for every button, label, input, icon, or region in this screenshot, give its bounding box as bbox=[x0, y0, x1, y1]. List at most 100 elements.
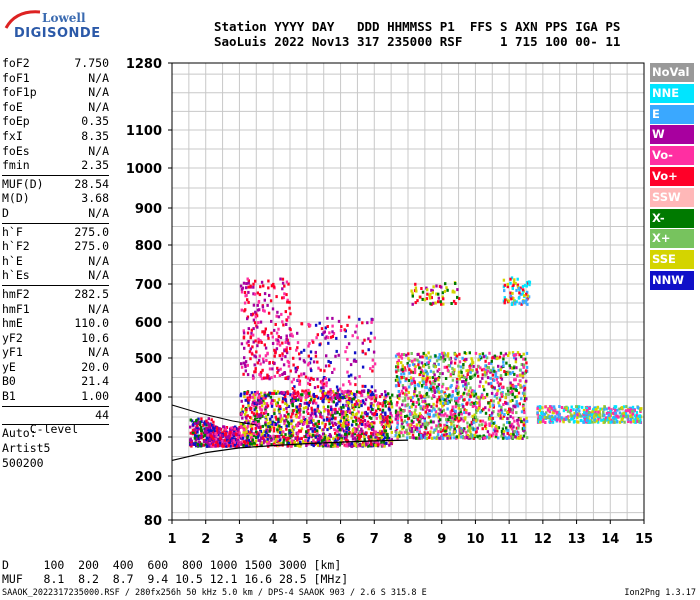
echo-point bbox=[316, 408, 319, 412]
echo-point bbox=[445, 365, 449, 369]
echo-point bbox=[349, 390, 352, 394]
echo-point bbox=[262, 357, 265, 361]
echo-point bbox=[290, 415, 293, 419]
echo-point bbox=[437, 362, 440, 366]
param-value: 10.6 bbox=[81, 330, 109, 345]
echo-point bbox=[488, 424, 491, 427]
echo-point bbox=[338, 442, 342, 446]
legend-item: NNE bbox=[650, 83, 694, 103]
echo-point bbox=[426, 288, 429, 292]
echo-point bbox=[356, 434, 359, 438]
echo-point bbox=[415, 426, 419, 430]
echo-point bbox=[208, 436, 211, 440]
echo-point bbox=[386, 415, 390, 419]
echo-point bbox=[358, 434, 361, 438]
echo-point bbox=[354, 405, 357, 408]
echo-point bbox=[281, 352, 284, 356]
echo-point bbox=[468, 425, 471, 429]
echo-point bbox=[371, 428, 375, 431]
param-name: h`E bbox=[2, 253, 23, 268]
param-row: MUF(D) 28.54 bbox=[2, 177, 109, 192]
echo-point bbox=[503, 370, 506, 373]
param-name: hmF2 bbox=[2, 286, 30, 301]
echo-point bbox=[463, 351, 466, 355]
echo-point bbox=[446, 387, 450, 391]
echo-point bbox=[554, 415, 557, 419]
echo-point bbox=[309, 350, 313, 354]
echo-point bbox=[482, 385, 485, 388]
echo-point bbox=[444, 398, 447, 402]
echo-point bbox=[426, 404, 429, 408]
echo-point bbox=[340, 437, 344, 440]
echo-point bbox=[233, 443, 237, 446]
echo-point bbox=[355, 324, 358, 328]
echo-point bbox=[287, 444, 290, 448]
echo-point bbox=[489, 376, 492, 380]
echo-point bbox=[595, 419, 598, 423]
echo-point bbox=[444, 282, 447, 286]
echo-point bbox=[432, 420, 435, 424]
echo-point bbox=[295, 415, 298, 418]
echo-point bbox=[440, 285, 443, 289]
echo-point bbox=[407, 352, 410, 356]
echo-point bbox=[257, 419, 260, 423]
echo-point bbox=[575, 409, 578, 413]
echo-point bbox=[273, 399, 276, 403]
echo-point bbox=[316, 333, 319, 337]
echo-point bbox=[432, 402, 435, 406]
echo-point bbox=[355, 416, 358, 420]
echo-point bbox=[552, 411, 555, 415]
echo-point bbox=[616, 415, 619, 419]
echo-point bbox=[362, 389, 366, 393]
echo-point bbox=[199, 436, 202, 440]
echo-point bbox=[242, 372, 245, 376]
echo-point bbox=[525, 419, 529, 423]
echo-point bbox=[483, 396, 487, 399]
param-value: 275.0 bbox=[74, 239, 109, 254]
echo-point bbox=[293, 395, 296, 399]
echo-point bbox=[474, 430, 478, 434]
echo-point bbox=[260, 377, 264, 381]
echo-point bbox=[506, 411, 509, 414]
echo-point bbox=[277, 398, 281, 402]
echo-point bbox=[419, 405, 422, 409]
echo-point bbox=[198, 443, 202, 447]
echo-point bbox=[439, 408, 442, 412]
echo-point bbox=[522, 406, 525, 410]
echo-point bbox=[383, 418, 386, 422]
echo-point bbox=[525, 351, 529, 355]
echo-point bbox=[293, 385, 296, 389]
echo-point bbox=[591, 410, 594, 414]
echo-point bbox=[423, 419, 426, 423]
echo-point bbox=[278, 391, 281, 395]
echo-point bbox=[473, 373, 476, 377]
echo-point bbox=[290, 399, 294, 403]
echo-point bbox=[621, 416, 624, 420]
echo-point bbox=[324, 336, 327, 340]
echo-point bbox=[314, 412, 317, 416]
echo-point bbox=[413, 410, 416, 414]
echo-point bbox=[285, 349, 288, 353]
echo-point bbox=[551, 420, 555, 424]
echo-point bbox=[242, 336, 246, 340]
echo-point bbox=[361, 384, 364, 388]
echo-point bbox=[613, 408, 617, 412]
echo-point bbox=[313, 430, 316, 434]
divider bbox=[2, 405, 109, 407]
echo-point bbox=[417, 418, 420, 422]
echo-point bbox=[296, 394, 299, 397]
echo-point bbox=[198, 427, 201, 431]
echo-point bbox=[509, 432, 513, 436]
echo-point bbox=[253, 292, 257, 296]
echo-point bbox=[337, 429, 340, 433]
echo-point bbox=[262, 360, 265, 364]
echo-point bbox=[517, 296, 521, 300]
echo-point bbox=[457, 419, 460, 423]
echo-point bbox=[455, 384, 459, 388]
echo-point bbox=[286, 351, 289, 355]
echo-point bbox=[436, 398, 439, 402]
echo-point bbox=[432, 301, 435, 305]
echo-point bbox=[246, 390, 249, 394]
echo-point bbox=[291, 396, 294, 400]
echo-point bbox=[196, 426, 199, 430]
